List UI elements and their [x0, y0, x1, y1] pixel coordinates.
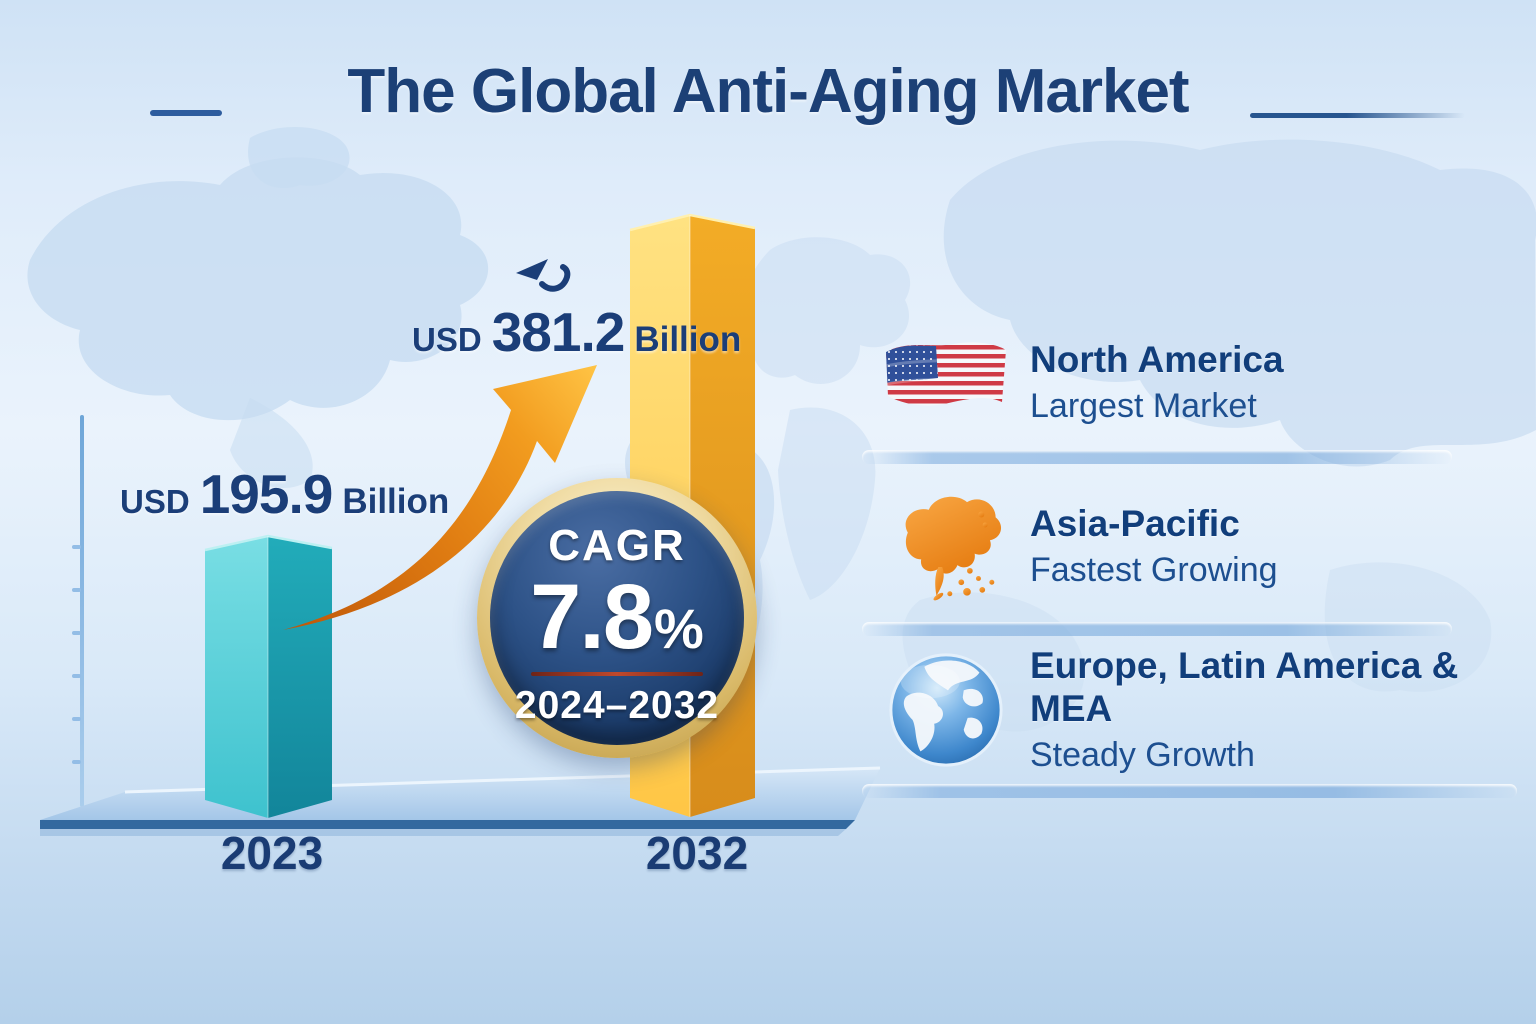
axis-tick: [72, 760, 81, 764]
region-subtitle: Largest Market: [1030, 387, 1257, 426]
cagr-label: CAGR: [548, 521, 686, 570]
year-label-2032: 2032: [645, 827, 749, 879]
globe-icon: [880, 648, 1012, 772]
cagr-underline: [531, 672, 703, 676]
axis-tick: [72, 631, 81, 635]
billion-suffix: Billion: [342, 482, 450, 521]
region-divider: [862, 784, 1517, 798]
cagr-badge-inner: CAGR 7.8 % 2024–2032: [490, 491, 744, 745]
region-divider: [862, 622, 1452, 636]
region-item-europe-latam-mea: Europe, Latin America & MEA Steady Growt…: [880, 644, 1530, 776]
region-title: Europe, Latin America & MEA: [1030, 645, 1459, 729]
region-title: Asia-Pacific: [1030, 502, 1240, 544]
cagr-value-row: 7.8 %: [530, 565, 704, 670]
growth-swoosh-icon: [516, 259, 571, 292]
region-subtitle: Fastest Growing: [1030, 551, 1278, 590]
year-label-2023: 2023: [220, 827, 324, 879]
region-text-block: North America Largest Market: [1030, 339, 1284, 426]
us-flag-icon: [880, 336, 1012, 428]
cagr-value: 7.8: [530, 566, 654, 668]
billion-suffix: Billion: [634, 320, 742, 359]
bar-2023: [204, 534, 333, 818]
usd-prefix: USD: [120, 483, 190, 520]
axis-tick: [72, 545, 81, 549]
cagr-badge: CAGR 7.8 % 2024–2032: [477, 478, 757, 758]
region-text-block: Asia-Pacific Fastest Growing: [1030, 503, 1278, 590]
region-title: North America: [1030, 338, 1284, 380]
bar-2032-value-label: USD 381.2 Billion: [412, 300, 741, 364]
region-divider: [862, 450, 1452, 464]
region-subtitle: Steady Growth: [1030, 736, 1255, 775]
axis-tick: [72, 717, 81, 721]
page-title: The Global Anti-Aging Market: [347, 57, 1189, 126]
usd-prefix: USD: [412, 321, 482, 358]
cagr-percent-sign: %: [654, 597, 704, 660]
axis-tick: [72, 674, 81, 678]
y-axis: [80, 415, 84, 807]
growth-arrow-icon: [283, 365, 597, 630]
chart-base-platform: [40, 766, 881, 836]
value-number: 381.2: [491, 301, 626, 363]
region-text-block: Europe, Latin America & MEA Steady Growt…: [1030, 645, 1530, 774]
title-dash-right: [1250, 113, 1465, 118]
bar-2023-value-label: USD 195.9 Billion: [120, 462, 449, 526]
cagr-period: 2024–2032: [514, 684, 720, 727]
region-item-asia-pacific: Asia-Pacific Fastest Growing: [880, 482, 1530, 610]
asia-map-icon: [880, 482, 1012, 610]
value-number: 195.9: [199, 463, 334, 525]
region-item-north-america: North America Largest Market: [880, 330, 1530, 434]
title-dash-left: [150, 110, 222, 116]
axis-tick: [72, 588, 81, 592]
